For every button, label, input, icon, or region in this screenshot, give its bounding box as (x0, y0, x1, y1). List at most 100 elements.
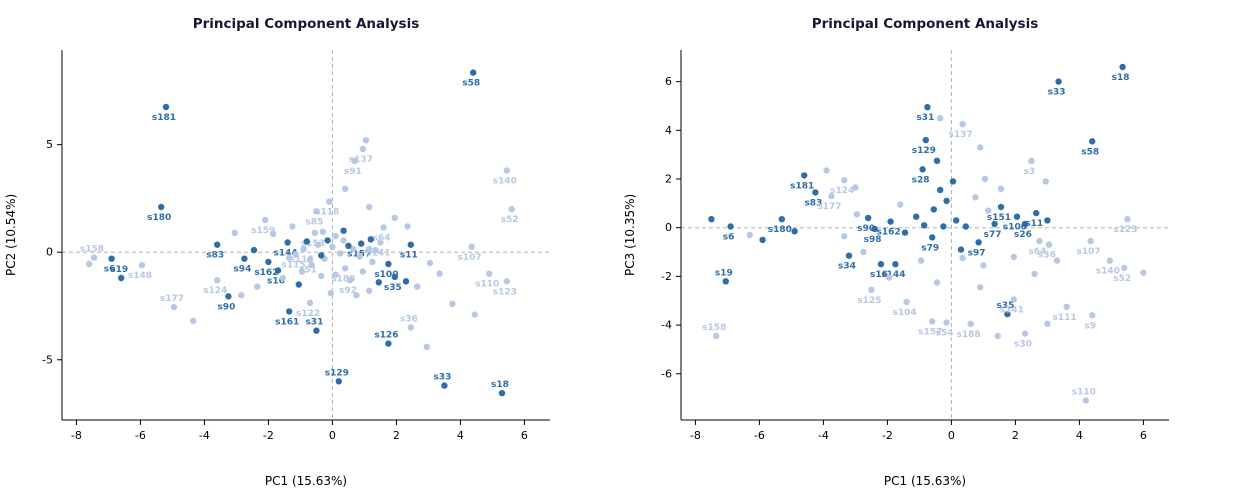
data-point (279, 274, 286, 282)
data-point (359, 145, 366, 153)
data-point (994, 332, 1001, 340)
point-label: s58 (1081, 147, 1099, 157)
data-point (841, 233, 848, 240)
point-label: s31 (916, 113, 934, 123)
data-point (1033, 209, 1040, 217)
data-point (295, 281, 302, 288)
point-label: s153 (301, 239, 325, 249)
x-tick-label: -6 (754, 429, 765, 442)
data-point (138, 261, 146, 269)
data-point (801, 172, 808, 179)
data-point (340, 237, 347, 244)
data-point (292, 251, 299, 258)
data-point (930, 206, 937, 213)
data-point (356, 253, 363, 260)
data-point (498, 389, 506, 397)
data-point (319, 228, 326, 235)
point-label: s18 (1112, 73, 1130, 83)
data-point (503, 278, 510, 285)
data-point (313, 327, 320, 334)
data-point (308, 261, 315, 269)
data-point (214, 241, 221, 248)
point-label: s122 (296, 309, 320, 319)
data-point (314, 241, 322, 248)
data-point (303, 238, 310, 245)
data-point (351, 157, 358, 164)
data-point (1106, 257, 1113, 264)
data-point (991, 220, 998, 228)
data-point (1036, 237, 1043, 245)
chart-title: Principal Component Analysis (192, 16, 420, 32)
point-label: s33 (1048, 88, 1066, 98)
data-point (311, 229, 318, 236)
data-point (853, 211, 861, 218)
point-label: s79 (921, 243, 939, 253)
point-label: s77 (984, 230, 1002, 240)
data-point (746, 231, 753, 239)
y-tick-label: 4 (665, 124, 672, 137)
data-point (366, 203, 373, 211)
x-tick-label: 2 (393, 429, 400, 442)
data-point (214, 277, 221, 284)
data-point (922, 136, 929, 144)
data-point (865, 214, 872, 222)
data-point (1140, 269, 1147, 276)
data-point (980, 262, 987, 269)
data-point (274, 267, 282, 274)
data-point (225, 293, 232, 300)
data-point (503, 167, 510, 174)
data-point (284, 239, 291, 246)
data-point (901, 229, 909, 236)
data-point (471, 311, 478, 318)
point-label: s58 (462, 79, 480, 89)
data-point (929, 318, 936, 325)
x-tick-label: 6 (521, 429, 528, 442)
x-tick-label: -4 (199, 429, 210, 442)
data-point (367, 236, 374, 243)
data-point (358, 240, 365, 247)
data-point (108, 255, 115, 262)
data-point (332, 232, 339, 240)
data-point (231, 229, 238, 236)
data-point (940, 223, 947, 230)
data-point (1045, 241, 1053, 248)
data-point (90, 254, 98, 261)
data-point (380, 224, 387, 231)
data-point (345, 242, 352, 249)
data-point (967, 320, 974, 327)
data-point (190, 317, 197, 325)
point-label: s159 (251, 226, 275, 236)
pca-chart-pc1-pc3: Principal Component Analysis PC3 (10.35%… (619, 0, 1238, 500)
point-label: s90 (217, 302, 235, 312)
point-label: s51 (299, 266, 317, 276)
data-point (919, 166, 926, 173)
point-label: s26 (1014, 230, 1032, 240)
point-label: s118 (315, 208, 339, 218)
data-point (404, 223, 411, 230)
data-point (892, 261, 899, 268)
point-label: s115 (282, 260, 306, 270)
x-axis-label: PC1 (15.63%) (883, 474, 967, 488)
data-point (468, 243, 475, 250)
x-axis-label: PC1 (15.63%) (264, 474, 348, 488)
data-point (306, 299, 314, 306)
point-label: s123 (493, 287, 517, 297)
data-point (985, 207, 992, 214)
data-point (362, 137, 370, 144)
data-point (265, 258, 272, 266)
data-point (318, 272, 325, 280)
data-point (262, 216, 269, 224)
data-point (759, 236, 766, 244)
point-label: s18 (491, 380, 509, 390)
data-point (326, 198, 333, 205)
data-point (949, 178, 957, 185)
data-point (778, 216, 785, 223)
data-point (860, 248, 867, 256)
data-point (250, 246, 258, 254)
point-label: s104 (893, 308, 917, 318)
point-label: s31 (305, 318, 323, 328)
data-point (270, 230, 277, 238)
point-label: s124 (203, 286, 227, 296)
y-tick-label: -2 (661, 270, 672, 283)
point-label: s9 (1084, 321, 1096, 331)
